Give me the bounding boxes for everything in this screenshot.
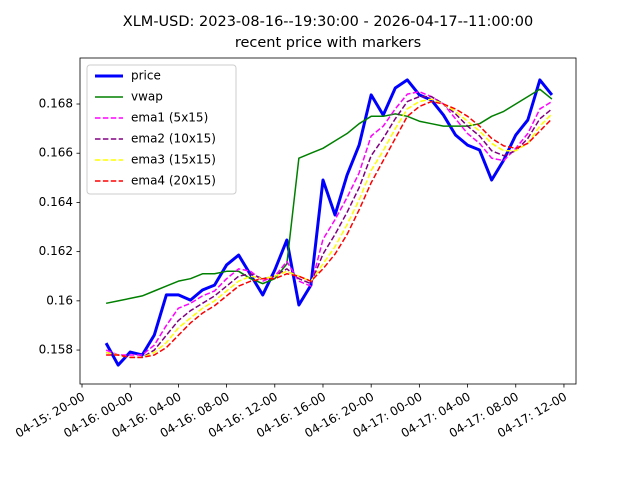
y-tick-label: 0.158 [39, 343, 73, 357]
series-line [105, 95, 553, 359]
y-tick-label: 0.168 [39, 97, 73, 111]
legend-label: ema3 (15x15) [131, 153, 216, 167]
series-line [105, 90, 553, 356]
legend-label: ema1 (5x15) [131, 111, 208, 125]
chart-title: XLM-USD: 2023-08-16--19:30:00 - 2026-04-… [123, 14, 533, 30]
legend-label: price [131, 69, 161, 83]
chart-subtitle: recent price with markers [235, 35, 421, 51]
y-tick-label: 0.162 [39, 244, 73, 258]
legend-label: ema2 (10x15) [131, 132, 216, 146]
series-line [105, 98, 553, 359]
legend-label: vwap [131, 90, 163, 104]
plot-frame [79, 57, 577, 385]
series-line [104, 78, 554, 367]
y-tick-label: 0.16 [46, 293, 73, 307]
y-tick-label: 0.166 [39, 146, 73, 160]
legend-label: ema4 (20x15) [131, 174, 216, 188]
y-tick-label: 0.164 [39, 195, 73, 209]
series-line [106, 100, 553, 359]
legend-box [86, 64, 237, 195]
